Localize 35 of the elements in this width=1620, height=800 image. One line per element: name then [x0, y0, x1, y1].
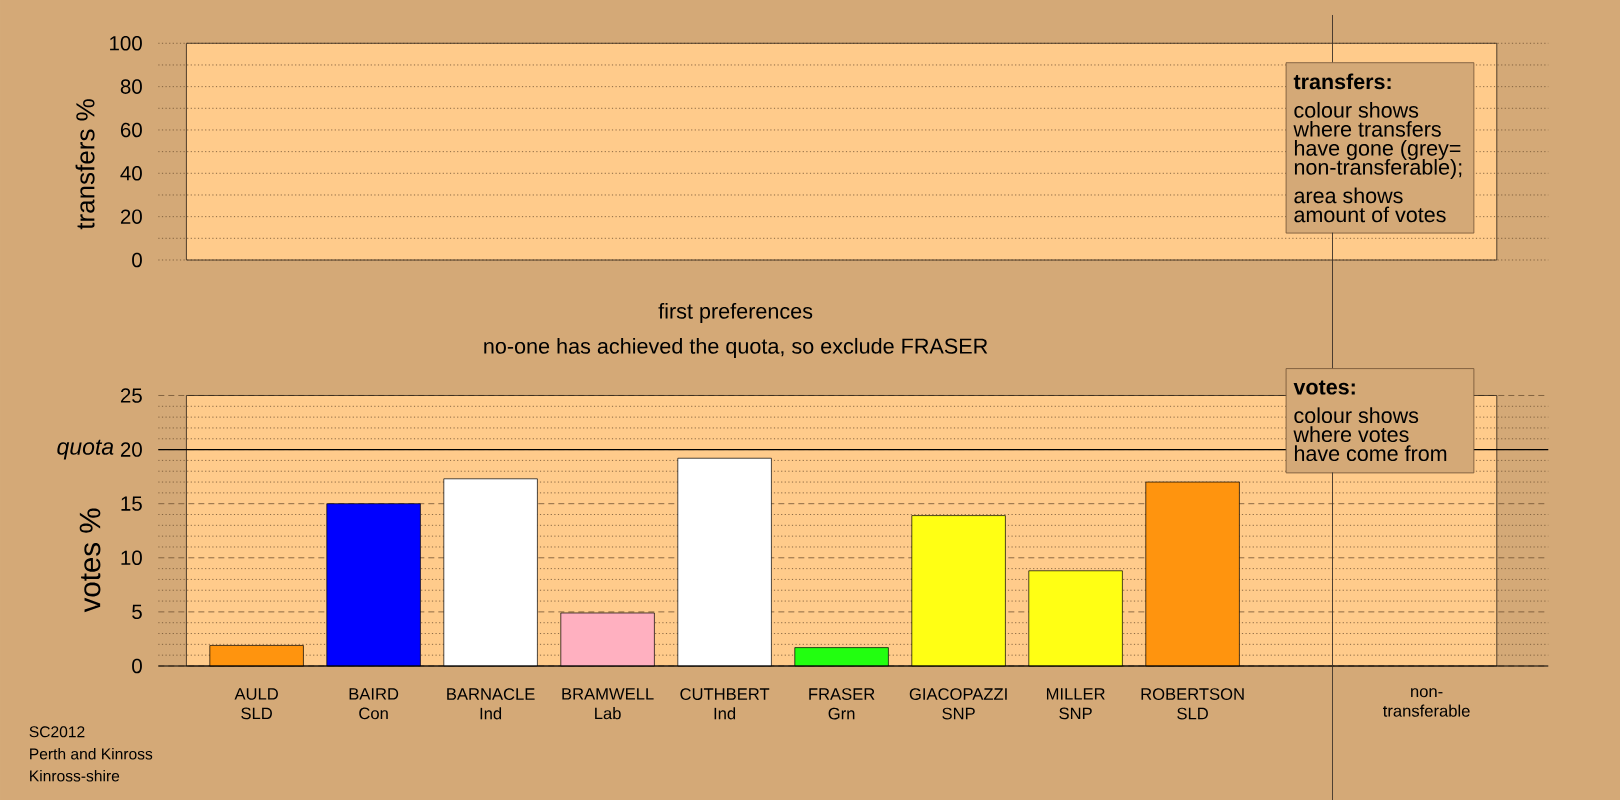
text: Kinross-shire	[30, 770, 120, 782]
y-axis-title: transfers %	[75, 99, 95, 230]
x-tick-label: CUTHBERT Ind	[680, 688, 770, 720]
y-tick-label: 15	[121, 496, 142, 511]
x-tick-label: non-transferable	[1383, 688, 1470, 717]
x-tick-label: AULD SLD	[234, 688, 278, 720]
x-tick-label: ROBERTSON SLD	[1141, 688, 1244, 720]
text: votes:	[1293, 380, 1355, 395]
annotation: transfers:	[1293, 73, 1391, 90]
x-tick-label: GIACOPAZZI SNP	[909, 688, 1007, 720]
x-tick-label: FRASER Grn	[809, 688, 875, 720]
annotation: area shows amount of votes	[1294, 187, 1446, 223]
y-tick-label: 5	[132, 604, 142, 620]
annotation: colour shows where transfers have gone (grey= non-transferable);	[1293, 102, 1462, 180]
y-tick-label: 10	[121, 550, 142, 566]
y-tick-label: 20	[120, 442, 142, 457]
x-tick-label: BARNACLE Ind	[447, 688, 535, 720]
x-tick-label: BRAMWELL Lab	[562, 688, 654, 720]
y-tick-label: 20	[120, 209, 142, 224]
annotation: colour shows where votes have come from	[1293, 407, 1447, 462]
text: Perth and Kinross	[30, 748, 153, 760]
y-tick-label: 100	[110, 36, 142, 51]
ref-line-label: quota	[57, 439, 114, 460]
chart-title: first preferences	[658, 302, 813, 324]
x-tick-label: MILLER SNP	[1046, 688, 1105, 720]
y-axis-title: votes %	[79, 508, 101, 613]
text: SC2012	[29, 726, 85, 738]
chart-subtitle: no-one has achieved the quota, so exclude FRASER	[484, 337, 988, 359]
x-tick-label: BAIRD Con	[349, 688, 399, 720]
y-tick-label: 0	[132, 658, 142, 674]
y-tick-label: 0	[132, 252, 142, 268]
y-tick-label: 60	[120, 122, 142, 138]
y-tick-label: 40	[120, 166, 142, 181]
y-tick-label: 80	[120, 79, 142, 94]
y-tick-label: 25	[120, 388, 142, 403]
